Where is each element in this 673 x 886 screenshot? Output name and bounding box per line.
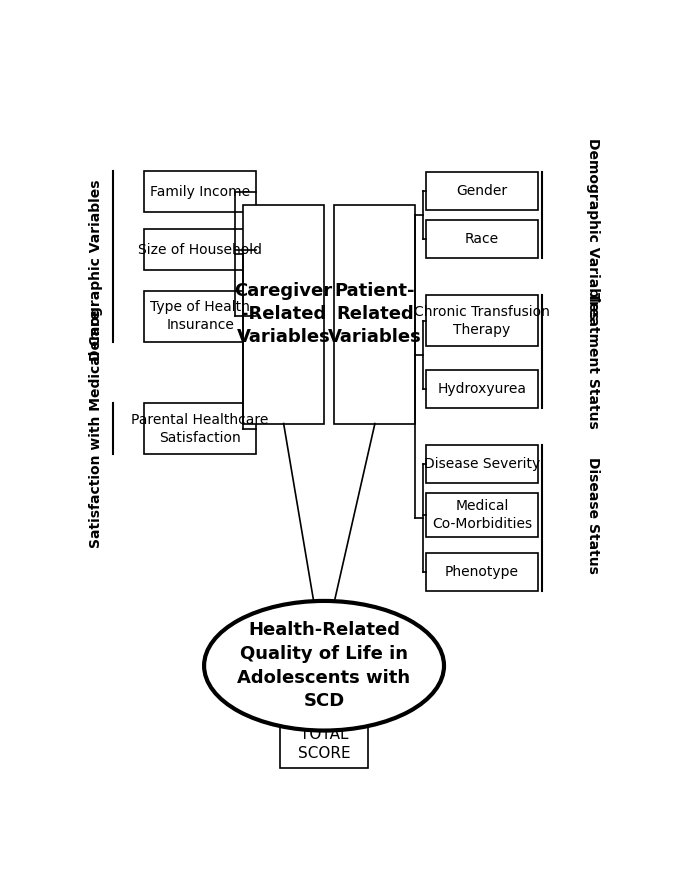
Text: Health-Related
Quality of Life in
Adolescents with
SCD: Health-Related Quality of Life in Adoles… xyxy=(238,621,411,711)
Text: Type of Health
Insurance: Type of Health Insurance xyxy=(150,300,250,332)
FancyBboxPatch shape xyxy=(426,221,538,258)
FancyBboxPatch shape xyxy=(426,370,538,408)
FancyBboxPatch shape xyxy=(334,206,415,424)
Text: Race: Race xyxy=(465,232,499,246)
FancyBboxPatch shape xyxy=(280,720,368,768)
Text: Gender: Gender xyxy=(456,184,507,198)
FancyBboxPatch shape xyxy=(426,173,538,210)
Text: Medical
Co-Morbidities: Medical Co-Morbidities xyxy=(432,500,532,532)
Text: Treatment Status: Treatment Status xyxy=(586,292,600,429)
FancyBboxPatch shape xyxy=(144,291,256,342)
FancyBboxPatch shape xyxy=(243,206,324,424)
Text: Satisfaction with Medical Care: Satisfaction with Medical Care xyxy=(89,310,102,548)
Text: Caregiver
-Related
Variables: Caregiver -Related Variables xyxy=(235,283,332,346)
Text: Disease Severity: Disease Severity xyxy=(424,457,540,471)
Text: Demographic Variables: Demographic Variables xyxy=(586,138,600,320)
Text: Parental Healthcare
Satisfaction: Parental Healthcare Satisfaction xyxy=(131,413,269,445)
Text: Hydroxyurea: Hydroxyurea xyxy=(437,382,526,396)
Text: Family Income: Family Income xyxy=(150,184,250,198)
Ellipse shape xyxy=(204,601,444,731)
FancyBboxPatch shape xyxy=(144,229,256,270)
Text: Demographic Variables: Demographic Variables xyxy=(89,179,102,361)
FancyBboxPatch shape xyxy=(426,553,538,591)
Text: Chronic Transfusion
Therapy: Chronic Transfusion Therapy xyxy=(414,305,550,337)
Text: Patient-
Related
Variables: Patient- Related Variables xyxy=(328,283,422,346)
Text: Disease Status: Disease Status xyxy=(586,457,600,574)
Text: TOTAL
SCORE: TOTAL SCORE xyxy=(297,727,351,761)
Text: Size of Household: Size of Household xyxy=(138,243,262,257)
FancyBboxPatch shape xyxy=(426,446,538,483)
Text: Phenotype: Phenotype xyxy=(445,565,519,579)
FancyBboxPatch shape xyxy=(144,171,256,212)
FancyBboxPatch shape xyxy=(426,295,538,346)
FancyBboxPatch shape xyxy=(426,494,538,538)
FancyBboxPatch shape xyxy=(144,403,256,455)
